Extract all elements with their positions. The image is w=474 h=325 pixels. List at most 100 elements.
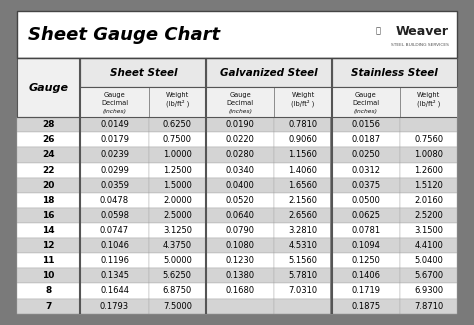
Text: 0.1046: 0.1046 [100,241,129,250]
Text: 0.0187: 0.0187 [351,135,381,144]
Bar [17,268,81,283]
Text: 0.7560: 0.7560 [414,135,443,144]
Text: Gauge: Gauge [229,92,251,98]
Bar [400,148,457,162]
Bar [81,193,149,208]
Text: Galvanized Steel: Galvanized Steel [220,68,318,78]
Text: 0.0280: 0.0280 [226,150,255,160]
Bar [17,117,81,132]
Text: 5.1560: 5.1560 [289,256,318,265]
Text: 0.0156: 0.0156 [351,120,380,129]
Bar [206,193,274,208]
Bar [400,132,457,148]
Text: 22: 22 [42,165,55,175]
Text: 1.1560: 1.1560 [289,150,318,160]
Text: 20: 20 [42,181,55,190]
Text: 0.0340: 0.0340 [226,165,255,175]
Bar [332,299,400,314]
Text: 0.1793: 0.1793 [100,302,129,311]
Text: 1.5120: 1.5120 [414,181,443,190]
Bar [332,117,400,132]
Text: 1.2600: 1.2600 [414,165,443,175]
Bar [274,148,332,162]
Bar [17,132,81,148]
Bar [400,162,457,178]
Text: 0.0598: 0.0598 [100,211,129,220]
Text: Sheet Steel: Sheet Steel [109,68,177,78]
Bar [81,162,149,178]
Bar [206,208,274,223]
Bar [149,253,206,268]
Text: Gauge: Gauge [28,83,69,93]
Bar [330,283,332,299]
Bar [149,208,206,223]
Text: 3.2810: 3.2810 [289,226,318,235]
Text: Weight: Weight [292,92,315,98]
Text: 28: 28 [42,120,55,129]
Text: 0.6250: 0.6250 [163,120,192,129]
Text: 2.0160: 2.0160 [414,196,443,205]
Bar [79,148,81,162]
Bar [332,58,457,87]
Bar [17,253,81,268]
Bar [206,162,274,178]
Bar [81,177,149,193]
Bar [332,283,400,299]
Bar [81,58,206,87]
Text: 🚛: 🚛 [375,27,381,35]
Text: 6.9300: 6.9300 [414,286,443,295]
Bar [79,253,81,268]
Bar [330,253,332,268]
Text: 0.0220: 0.0220 [226,135,255,144]
Text: 4.3750: 4.3750 [163,241,192,250]
Text: 0.7500: 0.7500 [163,135,192,144]
Bar [400,87,457,117]
Bar [332,238,400,253]
Bar [330,148,332,162]
Text: 4.5310: 4.5310 [289,241,318,250]
Text: (inches): (inches) [354,109,378,114]
Text: 0.0625: 0.0625 [351,211,380,220]
Bar [330,268,332,283]
Bar [149,238,206,253]
Bar [400,117,457,132]
Bar [274,238,332,253]
Bar [17,148,81,162]
Bar [206,283,274,299]
Text: 0.0250: 0.0250 [351,150,380,160]
Text: Stainless Steel: Stainless Steel [351,68,438,78]
Bar [17,238,81,253]
Bar [79,223,81,238]
Bar [332,208,400,223]
Bar [332,268,400,283]
Bar [274,117,332,132]
Text: 2.6560: 2.6560 [289,211,318,220]
Bar [205,162,206,178]
Bar [17,193,81,208]
Bar [332,132,400,148]
Text: 0.0478: 0.0478 [100,196,129,205]
Bar [81,208,149,223]
Text: 0.1345: 0.1345 [100,271,129,280]
Text: Decimal: Decimal [101,100,128,106]
Text: 0.1875: 0.1875 [351,302,381,311]
Bar [205,299,206,314]
Bar [400,223,457,238]
Text: Gauge: Gauge [355,92,377,98]
Bar [205,132,206,148]
Text: 0.9060: 0.9060 [289,135,318,144]
Text: 0.1644: 0.1644 [100,286,129,295]
Bar [17,283,81,299]
Text: 1.5000: 1.5000 [163,181,192,190]
Text: 5.0400: 5.0400 [414,256,443,265]
Text: Sheet Gauge Chart: Sheet Gauge Chart [27,26,220,44]
Bar [17,162,81,178]
Text: 0.0149: 0.0149 [100,120,129,129]
Bar [400,253,457,268]
Bar [81,148,149,162]
Bar [274,132,332,148]
Bar [206,148,274,162]
Bar [332,87,400,117]
Text: 0.1719: 0.1719 [351,286,380,295]
Bar [206,253,274,268]
